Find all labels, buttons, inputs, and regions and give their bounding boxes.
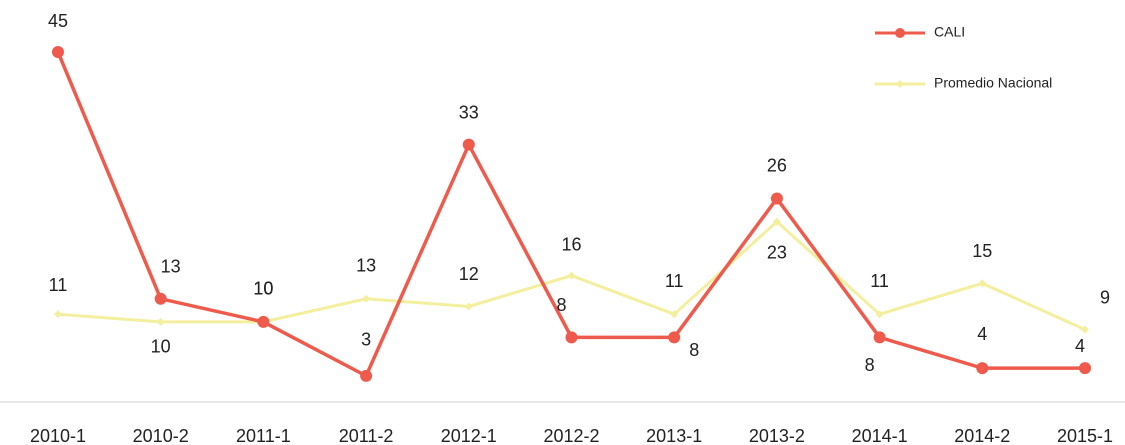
x-tick-label: 2012-1: [441, 426, 497, 445]
marker: [362, 294, 371, 303]
data-label: 26: [767, 155, 787, 175]
marker: [52, 46, 64, 59]
marker: [772, 217, 781, 226]
data-label: 10: [253, 279, 273, 299]
data-label: 11: [49, 275, 68, 295]
data-label: 8: [689, 340, 699, 360]
data-label: 15: [972, 241, 992, 261]
data-label: 12: [459, 264, 479, 284]
marker: [978, 279, 987, 288]
x-tick-label: 2015-1: [1057, 426, 1113, 445]
data-label: 23: [767, 242, 787, 262]
x-tick-label: 2013-2: [749, 426, 805, 445]
marker: [154, 292, 167, 305]
data-label: 11: [870, 271, 889, 291]
marker: [257, 315, 270, 328]
data-label: 10: [253, 279, 273, 299]
x-tick-label: 2011-2: [339, 426, 394, 445]
data-label: 16: [561, 234, 581, 254]
x-tick-label: 2012-2: [543, 426, 599, 445]
data-label: 9: [1100, 287, 1110, 307]
data-label: 13: [161, 257, 181, 277]
x-tick-label: 2014-1: [852, 426, 908, 445]
legend-marker: [895, 28, 905, 38]
marker: [565, 331, 578, 344]
x-tick-label: 2010-1: [30, 426, 86, 445]
legend-marker: [896, 80, 904, 88]
data-label: 4: [1075, 336, 1085, 356]
data-label: 11: [665, 271, 684, 291]
marker: [873, 331, 886, 344]
marker: [875, 310, 884, 319]
x-tick-label: 2013-1: [646, 426, 702, 445]
marker: [462, 138, 475, 151]
marker: [976, 362, 989, 375]
marker: [54, 310, 62, 319]
marker: [360, 369, 373, 382]
marker: [770, 192, 783, 205]
marker: [1081, 325, 1089, 334]
data-label: 13: [356, 256, 376, 276]
x-tick-label: 2011-1: [236, 426, 291, 445]
data-label: 45: [48, 11, 68, 31]
data-label: 8: [556, 295, 566, 315]
marker: [668, 331, 681, 344]
data-label: 10: [151, 337, 171, 357]
data-label: 8: [865, 355, 875, 375]
series-line: [56, 51, 1085, 379]
data-label: 33: [459, 102, 479, 122]
x-tick-label: 2010-2: [133, 426, 189, 445]
marker: [156, 317, 165, 326]
data-label: 3: [361, 330, 371, 350]
legend-label: Promedio Nacional: [934, 75, 1052, 91]
marker: [567, 271, 576, 280]
legend-label: CALI: [934, 24, 965, 40]
marker: [670, 310, 679, 319]
data-label: 4: [977, 324, 987, 344]
x-tick-label: 2014-2: [954, 426, 1010, 445]
marker: [1079, 362, 1091, 375]
marker: [464, 302, 473, 311]
